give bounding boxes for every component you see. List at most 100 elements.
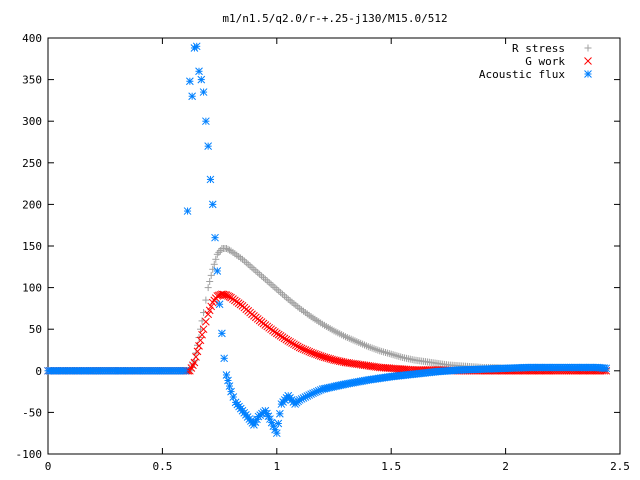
data-point	[218, 329, 226, 338]
legend-label: Acoustic flux	[479, 68, 565, 81]
data-point	[271, 284, 279, 292]
y-tick-label: 300	[22, 115, 42, 128]
x-tick-label: 1.5	[381, 460, 401, 473]
y-axis: 400 350 300 250 200 150 100 50 0 -50 -100	[16, 32, 620, 461]
series-layer	[44, 42, 611, 438]
data-point	[205, 306, 214, 315]
y-tick-label: 200	[22, 198, 42, 211]
data-point	[397, 353, 405, 361]
x-tick-label: 2.5	[610, 460, 630, 473]
data-point	[207, 302, 216, 311]
data-point	[267, 280, 275, 288]
data-point	[197, 75, 206, 84]
data-point	[295, 343, 304, 352]
data-point	[275, 287, 283, 295]
data-point	[195, 67, 203, 76]
data-point	[256, 270, 264, 278]
data-point	[188, 92, 196, 101]
data-point	[286, 297, 294, 305]
data-point	[602, 364, 611, 373]
data-point	[272, 429, 281, 438]
legend-marker	[584, 70, 592, 78]
data-point	[246, 262, 254, 270]
legend-marker	[584, 44, 592, 52]
data-point	[211, 233, 219, 242]
data-point	[273, 285, 281, 293]
x-axis: 0 0.5 1 1.5 2 2.5	[45, 38, 630, 473]
data-point	[383, 349, 391, 357]
data-point	[202, 296, 210, 304]
legend-label: G work	[525, 55, 565, 68]
data-point	[293, 342, 302, 351]
data-point	[269, 282, 277, 290]
series-acoustic-flux	[44, 42, 611, 438]
data-point	[198, 330, 206, 339]
data-point	[380, 348, 388, 356]
data-point	[242, 259, 250, 267]
data-point	[391, 351, 399, 359]
data-point	[275, 409, 284, 418]
data-point	[244, 260, 252, 268]
data-point	[381, 348, 389, 356]
data-point	[218, 290, 226, 299]
data-point	[195, 341, 203, 350]
data-point	[222, 244, 230, 252]
data-point	[208, 200, 217, 209]
data-point	[196, 336, 205, 345]
y-tick-label: -50	[22, 406, 42, 419]
data-point	[219, 290, 228, 299]
data-point	[254, 269, 262, 277]
data-point	[204, 284, 212, 292]
data-point	[288, 339, 296, 347]
x-tick-label: 0	[45, 460, 52, 473]
x-tick-label: 1	[273, 460, 280, 473]
data-point	[197, 325, 205, 333]
data-point	[186, 77, 194, 86]
data-point	[215, 248, 223, 256]
data-point	[213, 250, 221, 258]
data-point	[290, 340, 298, 349]
data-point	[297, 344, 306, 353]
data-point	[207, 271, 215, 279]
data-point	[192, 353, 200, 361]
data-point	[190, 358, 199, 367]
data-point	[290, 300, 298, 308]
data-point	[378, 347, 386, 355]
y-tick-label: 0	[35, 365, 42, 378]
data-point	[225, 382, 234, 390]
data-point	[284, 336, 293, 345]
chart-title: m1/n1.5/q2.0/r-+.25-j130/M15.0/512	[222, 12, 447, 25]
data-point	[282, 294, 290, 302]
data-point	[183, 207, 192, 215]
data-point	[202, 117, 210, 126]
data-point	[280, 292, 288, 300]
data-point	[248, 264, 256, 272]
data-point	[204, 310, 213, 319]
y-tick-label: 250	[22, 157, 42, 170]
data-point	[199, 88, 208, 96]
data-point	[181, 366, 190, 375]
data-point	[192, 42, 201, 51]
data-point	[250, 265, 258, 273]
series-g-work	[44, 290, 611, 375]
data-point	[279, 290, 287, 298]
data-point	[292, 301, 300, 309]
data-point	[252, 267, 260, 275]
data-point	[389, 351, 397, 359]
data-point	[299, 345, 308, 354]
data-point	[240, 257, 248, 265]
y-tick-label: 350	[22, 74, 42, 87]
data-point	[263, 277, 271, 285]
data-point	[286, 338, 295, 346]
data-point	[222, 371, 231, 379]
data-point	[215, 300, 224, 309]
data-point	[206, 175, 215, 184]
data-point	[224, 376, 232, 385]
y-tick-label: -100	[16, 448, 43, 461]
data-point	[258, 272, 266, 280]
data-point	[206, 277, 214, 285]
data-point	[212, 255, 220, 263]
data-point	[204, 142, 213, 151]
data-point	[393, 352, 401, 360]
